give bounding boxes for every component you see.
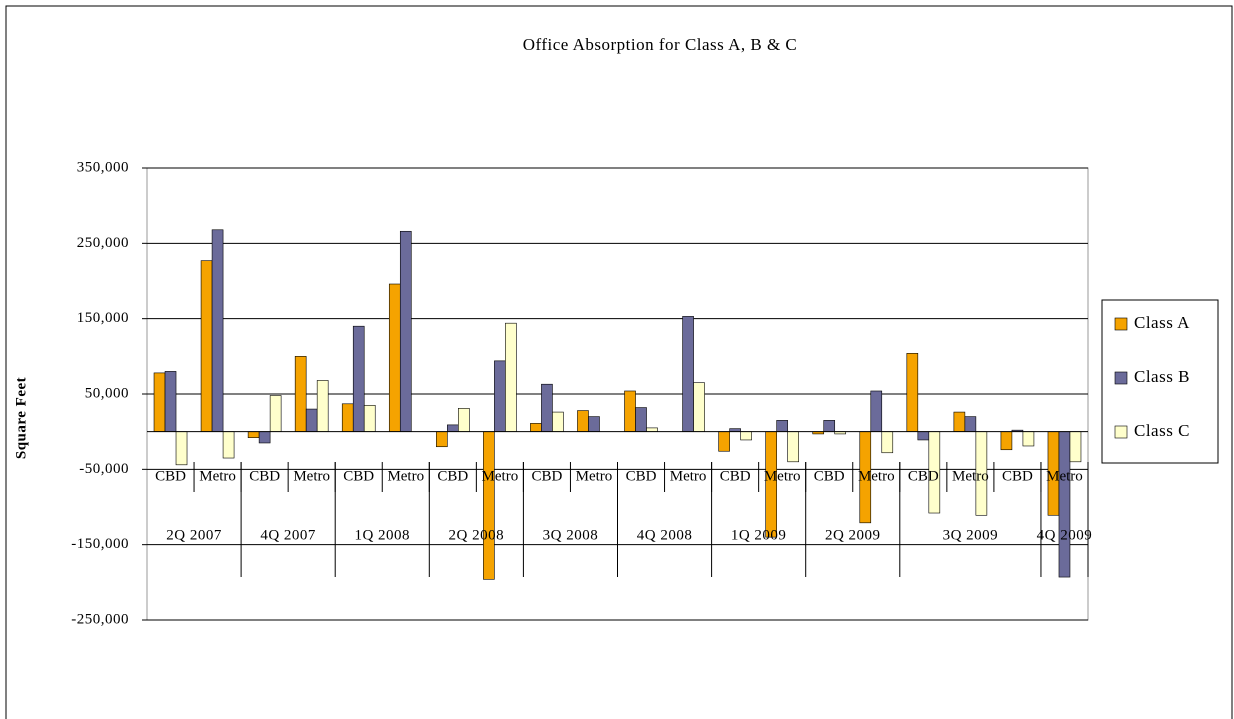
x-group-label: 2Q 2009 — [825, 527, 881, 543]
bar — [1058, 431, 1071, 578]
bar — [436, 431, 448, 448]
x-group-label: 3Q 2009 — [943, 527, 999, 543]
y-tick-label: -150,000 — [71, 536, 129, 552]
x-tick-label: Metro — [952, 468, 989, 484]
x-tick-label: CBD — [155, 468, 186, 484]
bar — [964, 416, 977, 432]
bar — [294, 356, 307, 432]
y-tick-label: 350,000 — [77, 159, 129, 175]
y-tick-label: 150,000 — [77, 310, 129, 326]
x-group-label: 4Q 2007 — [260, 527, 316, 543]
y-tick-label: 250,000 — [77, 235, 129, 251]
bar — [906, 353, 919, 432]
x-group-label: 1Q 2008 — [354, 527, 410, 543]
x-tick-label: CBD — [343, 468, 374, 484]
x-group-label: 4Q 2009 — [1037, 527, 1093, 543]
x-tick-label: Metro — [1046, 468, 1083, 484]
bar — [305, 408, 318, 432]
legend-swatch — [1114, 371, 1128, 385]
x-tick-label: Metro — [858, 468, 895, 484]
bar — [588, 416, 600, 432]
x-tick-label: CBD — [532, 468, 563, 484]
x-tick-label: CBD — [720, 468, 751, 484]
bar — [458, 408, 470, 432]
x-tick-label: CBD — [249, 468, 280, 484]
bar — [447, 424, 459, 432]
bar — [316, 380, 329, 432]
bar — [258, 431, 271, 444]
x-group-label: 4Q 2008 — [637, 527, 693, 543]
x-tick-label: CBD — [437, 468, 468, 484]
bar — [388, 283, 401, 432]
y-tick-label: -50,000 — [79, 461, 129, 477]
bar — [881, 431, 894, 454]
x-tick-label: Metro — [576, 468, 613, 484]
legend-label: Class A — [1134, 313, 1190, 332]
chart-title: Office Absorption for Class A, B & C — [523, 35, 798, 54]
bar — [682, 316, 694, 432]
bar — [1022, 431, 1035, 447]
bar — [530, 423, 542, 432]
x-tick-label: Metro — [387, 468, 424, 484]
bar — [787, 431, 799, 463]
bar — [718, 431, 730, 452]
x-group-label: 3Q 2008 — [543, 527, 599, 543]
bar — [646, 427, 658, 432]
x-tick-label: CBD — [626, 468, 657, 484]
bar — [153, 372, 166, 432]
x-tick-label: Metro — [199, 468, 236, 484]
bar — [1069, 431, 1082, 463]
bar — [399, 230, 412, 432]
bar — [175, 431, 188, 466]
bar — [269, 395, 282, 432]
bar — [541, 383, 553, 432]
bar — [635, 407, 647, 432]
bar — [624, 390, 636, 432]
legend-label: Class B — [1134, 367, 1190, 386]
bar — [200, 260, 213, 432]
y-tick-label: 50,000 — [85, 385, 129, 401]
bar — [693, 382, 705, 432]
bar — [352, 325, 365, 432]
bar — [483, 431, 495, 580]
bar — [870, 390, 883, 432]
bar — [247, 431, 260, 438]
x-group-label: 2Q 2007 — [166, 527, 222, 543]
bar — [917, 431, 930, 441]
y-axis-label: Square Feet — [13, 377, 29, 459]
bar — [341, 403, 354, 432]
x-tick-label: Metro — [670, 468, 707, 484]
legend-swatch — [1114, 317, 1128, 331]
bar — [494, 360, 506, 432]
x-group-label: 1Q 2009 — [731, 527, 787, 543]
bar — [953, 411, 966, 432]
x-tick-label: Metro — [293, 468, 330, 484]
bar — [505, 322, 517, 432]
x-tick-label: CBD — [1002, 468, 1033, 484]
legend-label: Class C — [1134, 421, 1190, 440]
bar — [222, 431, 235, 459]
y-tick-label: -250,000 — [71, 611, 129, 627]
x-tick-label: CBD — [814, 468, 845, 484]
bar — [577, 410, 589, 432]
x-group-label: 2Q 2008 — [449, 527, 505, 543]
x-tick-label: Metro — [482, 468, 519, 484]
x-tick-label: Metro — [764, 468, 801, 484]
bar — [776, 420, 788, 432]
bar — [164, 371, 177, 432]
bar — [211, 229, 224, 432]
legend-swatch — [1114, 425, 1128, 439]
bar — [1000, 431, 1013, 451]
bar — [823, 420, 836, 432]
bar — [552, 411, 564, 432]
x-tick-label: CBD — [908, 468, 939, 484]
bar — [363, 404, 376, 432]
bar — [740, 431, 752, 441]
